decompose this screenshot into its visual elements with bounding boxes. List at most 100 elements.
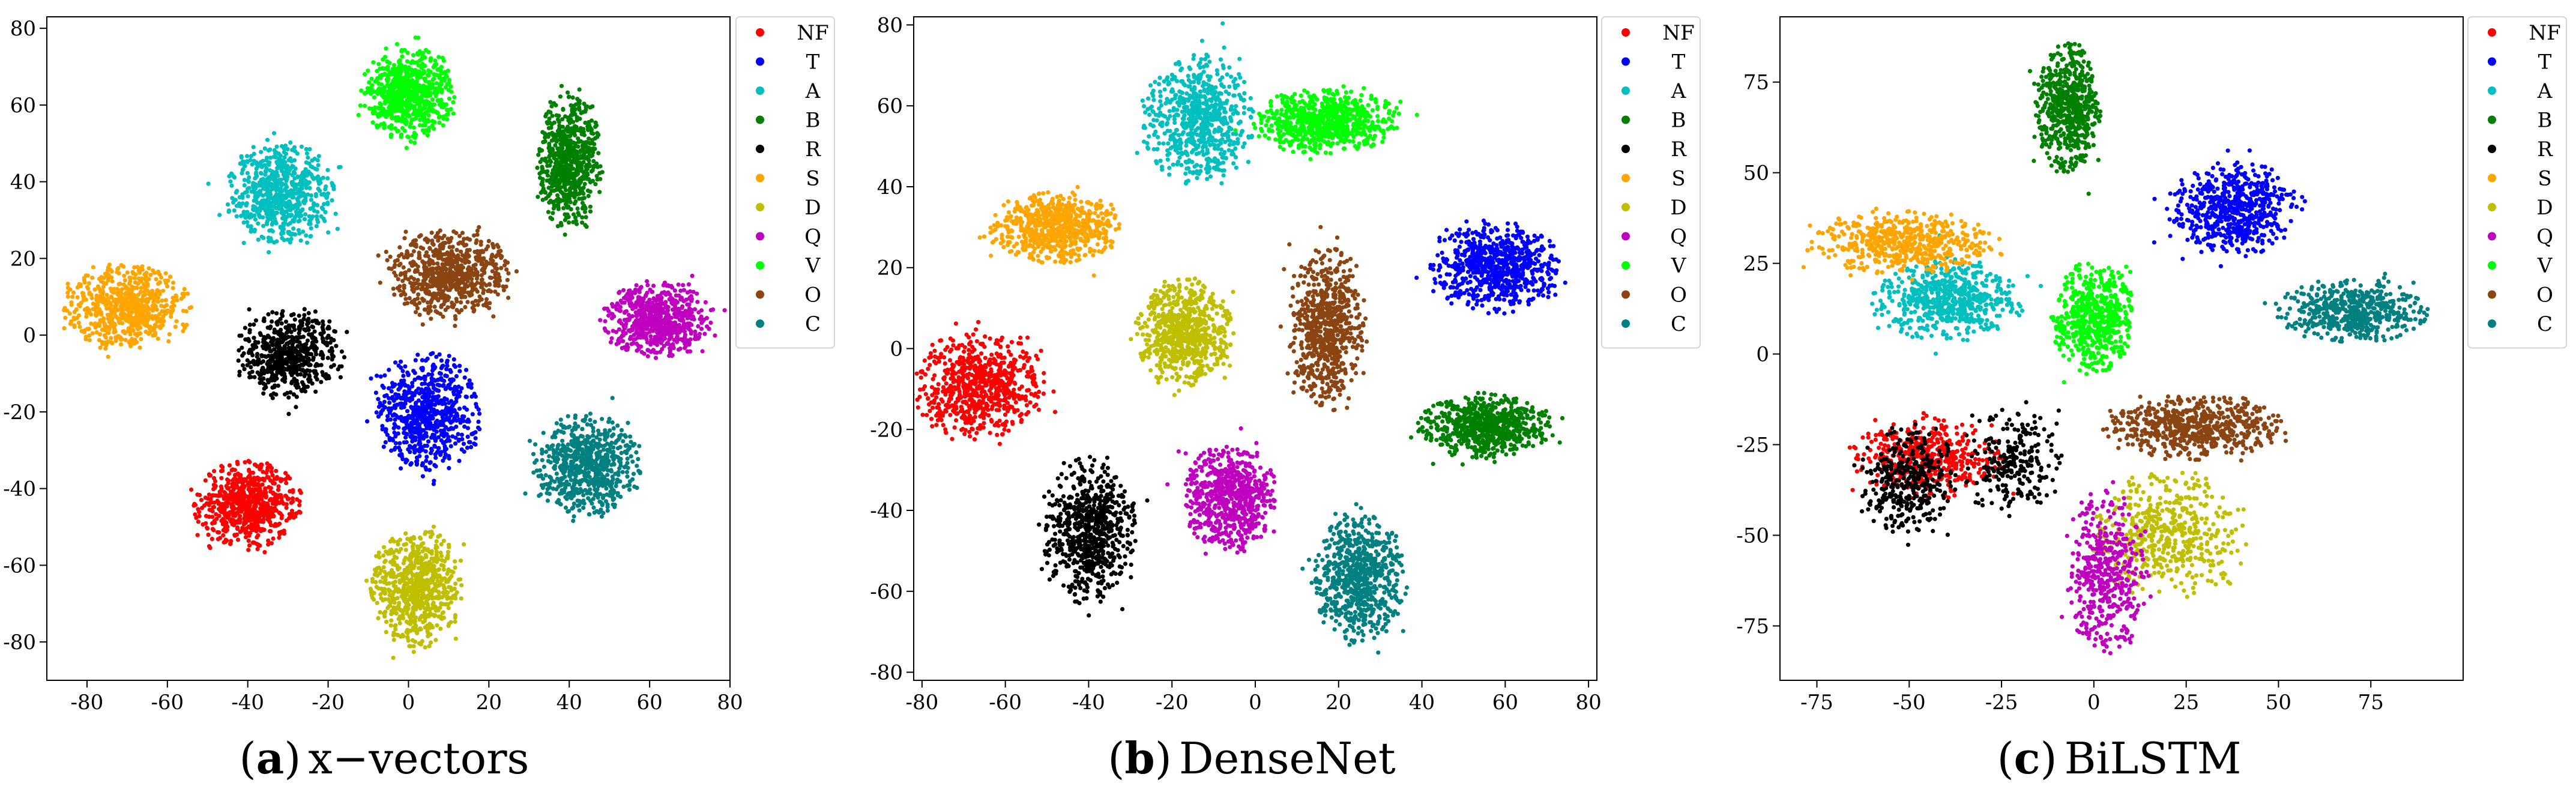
point-T [467,378,472,383]
point-A [322,219,327,223]
point-T [392,422,397,426]
point-T [393,360,398,365]
point-A [238,214,244,219]
point-S [69,319,74,324]
point-A [274,178,279,183]
point-B [595,135,600,139]
point-S [157,289,162,294]
point-S [105,301,110,306]
point-NF [284,506,289,510]
point-B [578,186,582,191]
point-T [477,411,482,416]
point-R [320,325,325,330]
point-T [448,386,453,391]
point-D [412,592,417,597]
point-S [137,325,143,330]
point-NF [246,548,251,552]
point-S [130,336,134,342]
point-R [313,309,318,314]
point-R [319,349,324,355]
point-A [292,232,298,237]
point-NF [223,491,228,495]
point-A [284,201,289,206]
point-NF [250,540,255,545]
point-T [382,399,387,404]
point-T [418,446,423,450]
point-NF [212,504,217,510]
point-T [398,359,403,364]
point-B [538,160,543,165]
point-T [465,434,470,440]
point-D [418,615,423,620]
point-T [373,390,379,395]
point-T [390,384,395,389]
point-R [306,319,310,324]
point-R [280,372,285,377]
point-B [543,169,548,174]
point-S [106,354,110,359]
point-A [316,186,321,191]
point-T [369,376,373,381]
point-D [403,542,409,546]
point-B [558,178,563,183]
point-R [256,357,261,362]
point-S [164,303,169,307]
point-T [416,398,421,403]
point-S [159,303,164,308]
point-NF [221,533,226,538]
point-B [596,151,601,156]
point-T [419,366,424,371]
point-S [145,300,150,304]
point-T [383,427,388,432]
point-D [402,569,407,574]
point-A [225,202,231,207]
point-D [407,537,412,542]
point-S [123,292,128,297]
point-R [258,333,263,337]
point-R [342,355,347,360]
point-A [306,192,310,197]
point-T [388,417,393,422]
point-NF [268,523,273,528]
point-B [577,87,582,92]
point-A [242,183,247,188]
point-B [585,188,591,193]
point-T [426,439,431,444]
point-T [376,414,381,419]
point-R [247,307,252,312]
point-R [304,368,309,373]
point-S [119,321,125,325]
point-NF [243,531,248,536]
point-R [283,334,288,339]
point-R [239,333,244,338]
point-B [549,147,554,151]
point-D [411,611,416,616]
point-T [412,430,417,435]
point-T [429,379,435,384]
point-NF [229,492,234,497]
point-A [263,187,268,192]
point-R [262,319,267,324]
point-NF [214,512,219,517]
point-B [543,190,548,195]
point-S [85,285,89,289]
point-T [393,441,399,446]
point-A [268,147,273,152]
point-D [405,582,409,587]
point-D [370,579,375,584]
point-A [273,151,278,156]
point-A [331,184,336,189]
point-S [82,280,87,285]
point-R [309,334,314,339]
point-S [101,319,106,324]
point-A [292,217,297,222]
point-T [457,369,462,373]
point-A [252,229,257,234]
point-B [585,177,590,181]
point-NF [251,496,256,501]
point-A [319,205,324,210]
point-NF [260,482,265,487]
point-B [564,165,569,169]
point-NF [291,515,296,520]
point-B [573,124,578,128]
